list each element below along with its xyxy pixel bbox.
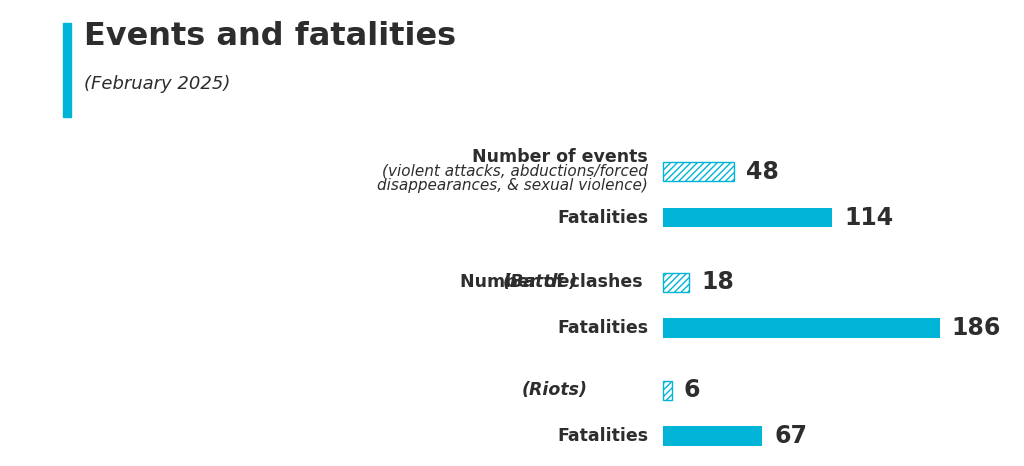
Text: (Riots): (Riots): [522, 381, 588, 399]
Bar: [663, 162, 734, 181]
Bar: [663, 208, 833, 227]
Bar: [663, 381, 672, 400]
Text: 18: 18: [701, 270, 734, 294]
Text: (Battle): (Battle): [503, 273, 579, 291]
Text: 114: 114: [845, 206, 894, 230]
Bar: [663, 273, 689, 292]
Text: Events and fatalities: Events and fatalities: [84, 21, 456, 52]
Text: Number of events: Number of events: [472, 148, 648, 166]
Text: 6: 6: [684, 378, 700, 402]
Text: (violent attacks, abductions/forced: (violent attacks, abductions/forced: [382, 163, 648, 178]
Text: 48: 48: [746, 160, 779, 184]
Text: disappearances, & sexual violence): disappearances, & sexual violence): [377, 178, 648, 193]
Bar: [663, 273, 689, 292]
Text: (February 2025): (February 2025): [84, 75, 230, 93]
Bar: [663, 162, 734, 181]
Bar: [663, 381, 672, 400]
Text: Fatalities: Fatalities: [557, 319, 648, 337]
Text: 67: 67: [774, 424, 808, 448]
Text: Fatalities: Fatalities: [557, 427, 648, 445]
Bar: [663, 318, 940, 338]
Text: 186: 186: [951, 316, 1001, 340]
Text: Fatalities: Fatalities: [557, 209, 648, 227]
Bar: [663, 426, 763, 446]
Text: Number of clashes: Number of clashes: [460, 273, 648, 291]
